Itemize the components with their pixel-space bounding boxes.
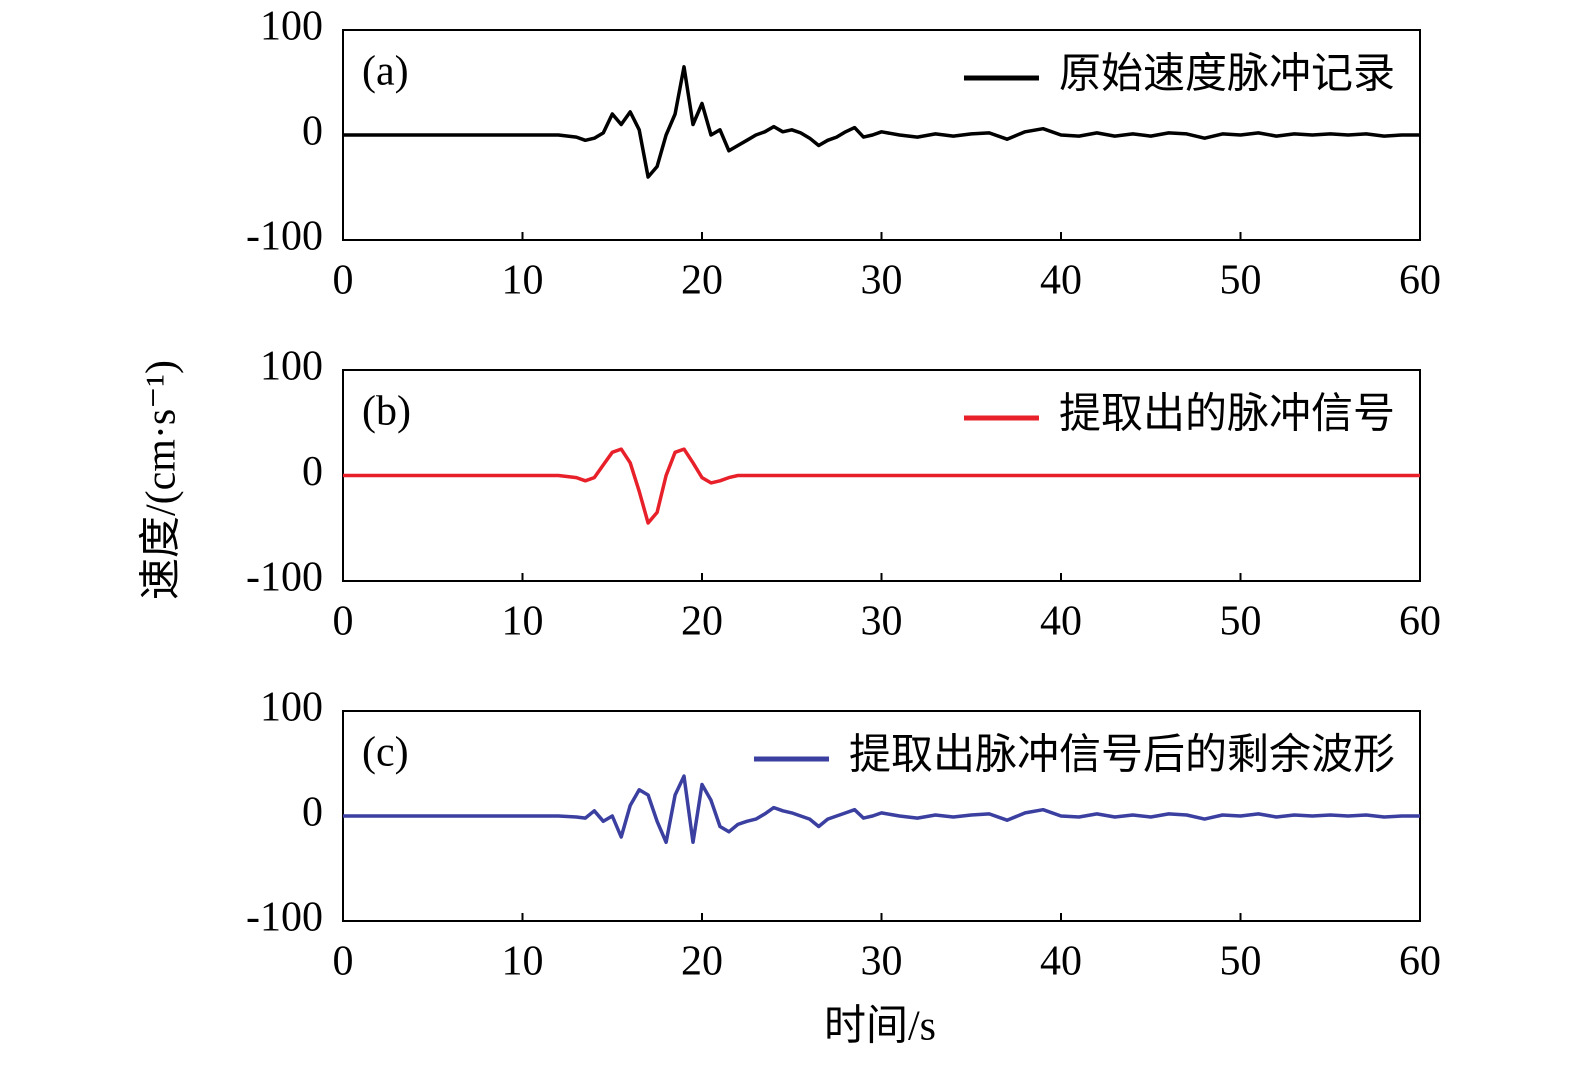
x-tick-label: 30 bbox=[861, 939, 903, 985]
x-tick-label: 30 bbox=[861, 258, 903, 304]
x-tick-label: 50 bbox=[1220, 258, 1262, 304]
y-tick-label: 0 bbox=[302, 109, 323, 155]
y-axis-label: 速度/(cm·s⁻¹) bbox=[139, 360, 185, 600]
y-tick-label: -100 bbox=[246, 555, 323, 601]
x-tick-label: 20 bbox=[681, 599, 723, 645]
x-tick-label: 40 bbox=[1040, 599, 1082, 645]
x-tick-label: 50 bbox=[1220, 939, 1262, 985]
x-tick-label: 10 bbox=[502, 939, 544, 985]
x-tick-label: 0 bbox=[333, 939, 354, 985]
data-line bbox=[343, 447, 1420, 525]
x-tick-label: 50 bbox=[1220, 599, 1262, 645]
y-tick-label: -100 bbox=[246, 895, 323, 941]
y-tick-label: 100 bbox=[260, 344, 323, 390]
x-tick-label: 60 bbox=[1399, 258, 1441, 304]
legend-label: 原始速度脉冲记录 bbox=[1059, 52, 1395, 98]
x-tick-label: 40 bbox=[1040, 258, 1082, 304]
x-tick-label: 60 bbox=[1399, 939, 1441, 985]
x-tick-label: 10 bbox=[502, 599, 544, 645]
legend-label: 提取出脉冲信号后的剩余波形 bbox=[849, 732, 1395, 779]
x-tick-label: 20 bbox=[681, 258, 723, 304]
x-tick-label: 40 bbox=[1040, 939, 1082, 985]
y-tick-label: 0 bbox=[302, 449, 323, 495]
data-line bbox=[343, 65, 1420, 179]
x-tick-label: 0 bbox=[333, 258, 354, 304]
y-tick-label: -100 bbox=[246, 214, 323, 260]
panel-label: (b) bbox=[362, 389, 411, 435]
y-tick-label: 0 bbox=[302, 790, 323, 836]
x-tick-label: 0 bbox=[333, 599, 354, 645]
y-tick-label: 100 bbox=[260, 685, 323, 731]
x-tick-label: 20 bbox=[681, 939, 723, 985]
y-tick-label: 100 bbox=[260, 4, 323, 50]
panel-label: (c) bbox=[362, 730, 409, 776]
x-tick-label: 10 bbox=[502, 258, 544, 304]
x-tick-label: 30 bbox=[861, 599, 903, 645]
legend-label: 提取出的脉冲信号 bbox=[1059, 392, 1395, 438]
x-axis-label: 时间/s bbox=[824, 1004, 936, 1050]
panel-label: (a) bbox=[362, 49, 409, 95]
x-tick-label: 60 bbox=[1399, 599, 1441, 645]
data-line bbox=[343, 774, 1420, 845]
